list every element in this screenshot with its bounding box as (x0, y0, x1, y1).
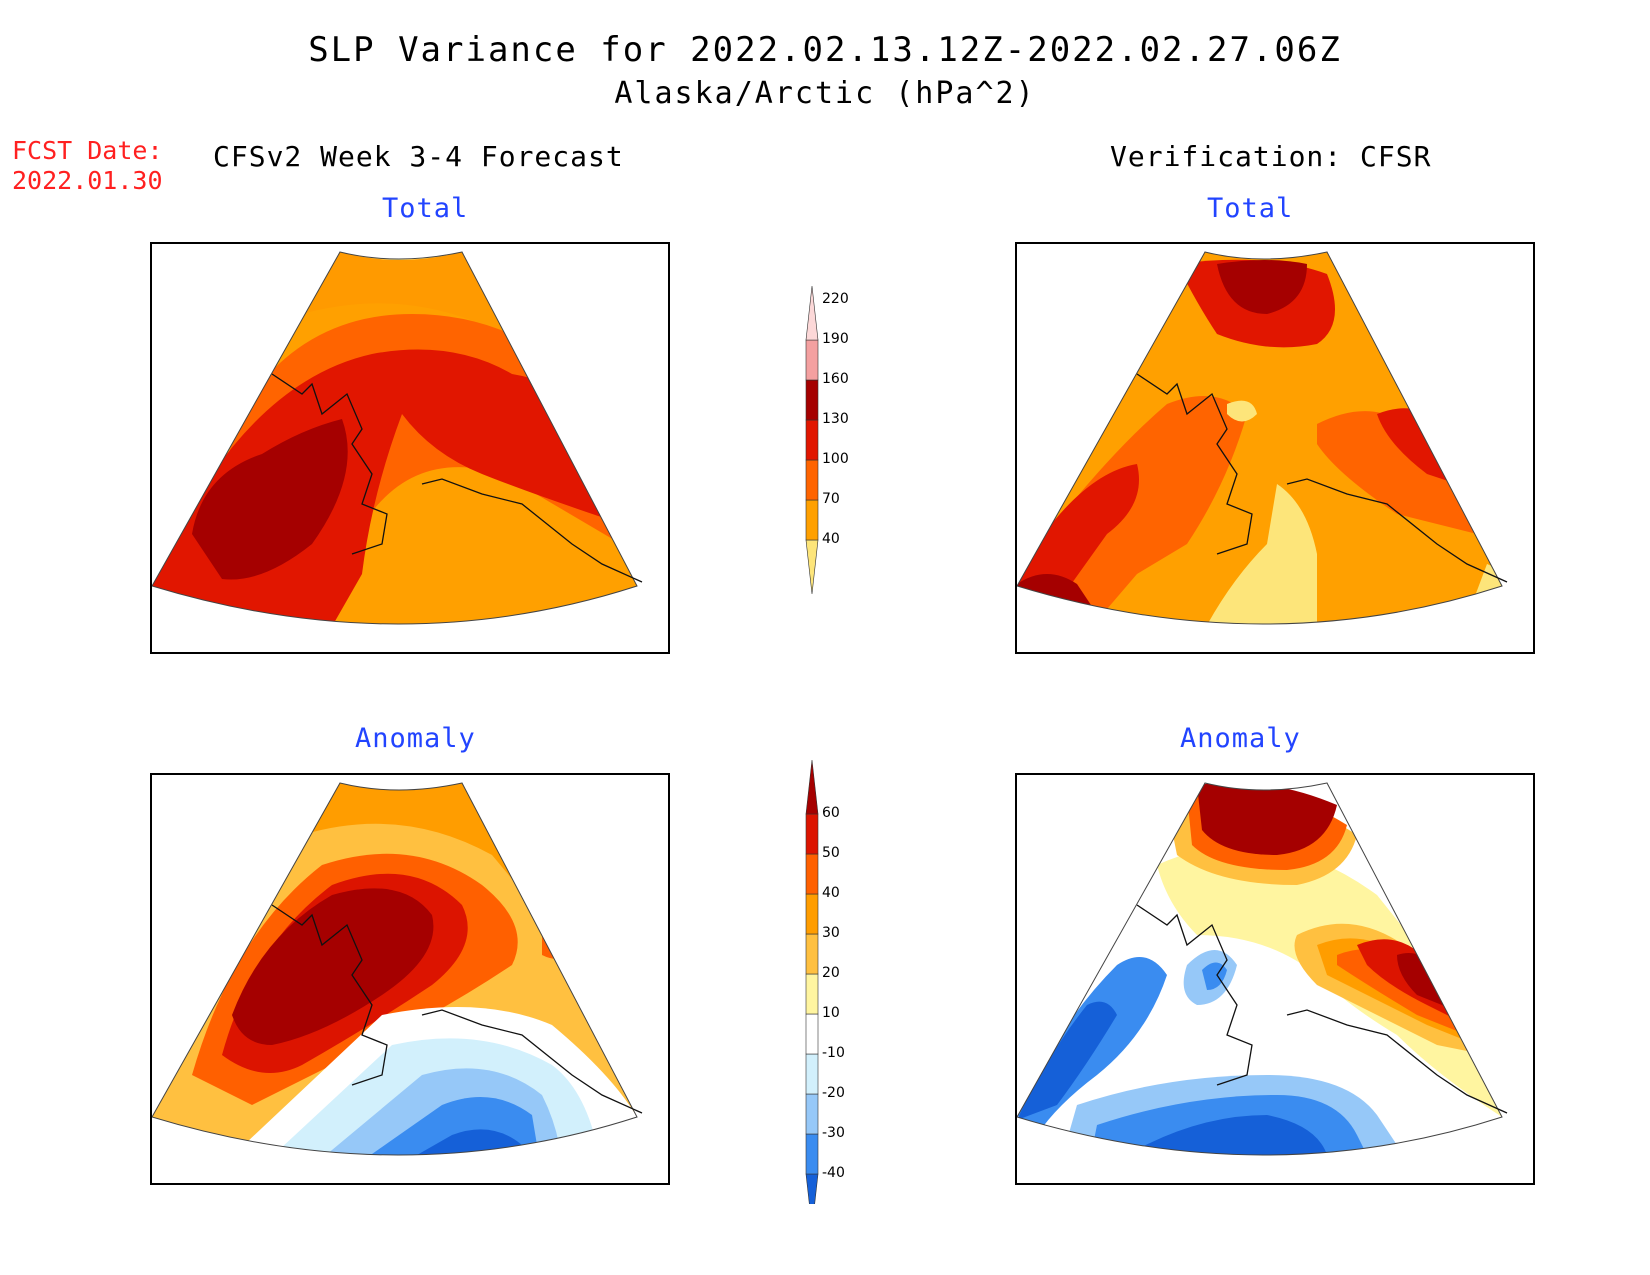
forecast-total-map (150, 242, 670, 654)
anomaly-colorbar-tick-label: -40 (822, 1165, 845, 1181)
anomaly-colorbar-tick-label: 30 (822, 925, 840, 941)
total-colorbar-swatch (805, 285, 819, 341)
anomaly-colorbar-swatches (805, 759, 819, 1229)
anomaly-colorbar-swatch (805, 759, 819, 815)
verification-anomaly-map (1015, 773, 1535, 1185)
total-colorbar-tick-label: 100 (822, 451, 849, 467)
anomaly-colorbar-tick-label: -20 (822, 1085, 845, 1101)
forecast-anomaly-map (150, 773, 670, 1185)
total-colorbar-swatch (805, 539, 819, 595)
anomaly-colorbar-swatch (805, 1053, 819, 1095)
anomaly-colorbar-swatch (805, 853, 819, 895)
total-colorbar-tick-label: 130 (822, 411, 849, 427)
anomaly-colorbar-swatch (805, 1173, 819, 1229)
forecast-total-subtitle: Total (382, 193, 469, 224)
anomaly-colorbar-swatch (805, 1093, 819, 1135)
total-colorbar-tick-label: 160 (822, 371, 849, 387)
total-colorbar-swatch (805, 499, 819, 541)
total-colorbar-tick-label: 40 (822, 531, 840, 547)
anomaly-colorbar-swatch (805, 1133, 819, 1175)
figure-title: SLP Variance for 2022.02.13.12Z-2022.02.… (308, 30, 1342, 70)
figure-subtitle: Alaska/Arctic (hPa^2) (614, 76, 1036, 111)
anomaly-colorbar-tick-label: 10 (822, 1005, 840, 1021)
anomaly-colorbar-tick-label: 40 (822, 885, 840, 901)
anomaly-colorbar-swatch (805, 933, 819, 975)
anomaly-colorbar-tick-label: 50 (822, 845, 840, 861)
total-colorbar-swatches (805, 285, 819, 595)
forecast-date-label: FCST Date: (12, 136, 163, 165)
anomaly-colorbar-tick-label: -10 (822, 1045, 845, 1061)
total-colorbar-swatch (805, 459, 819, 501)
forecast-column-heading: CFSv2 Week 3-4 Forecast (213, 140, 624, 173)
anomaly-colorbar-tick-label: 20 (822, 965, 840, 981)
total-colorbar-tick-label: 70 (822, 491, 840, 507)
forecast-date-value: 2022.01.30 (12, 166, 163, 195)
anomaly-colorbar-swatch (805, 1013, 819, 1055)
verification-total-map (1015, 242, 1535, 654)
verification-total-subtitle: Total (1207, 193, 1294, 224)
verification-anomaly-subtitle: Anomaly (1180, 723, 1301, 754)
total-colorbar-swatch (805, 379, 819, 421)
total-colorbar-tick-label: 190 (822, 331, 849, 347)
anomaly-colorbar-tick-label: 60 (822, 805, 840, 821)
total-colorbar-tick-label: 220 (822, 291, 849, 307)
anomaly-colorbar-swatch (805, 973, 819, 1015)
anomaly-colorbar-swatch (805, 893, 819, 935)
total-colorbar-swatch (805, 419, 819, 461)
verification-column-heading: Verification: CFSR (1110, 140, 1432, 173)
forecast-anomaly-subtitle: Anomaly (355, 723, 476, 754)
total-colorbar-swatch (805, 339, 819, 381)
total-colorbar: 40 70 100 130 160 190 220 (800, 284, 880, 614)
anomaly-colorbar-swatch (805, 813, 819, 855)
anomaly-colorbar-tick-label: -30 (822, 1125, 845, 1141)
anomaly-colorbar: -40 -30 -20 -10 10 20 30 40 50 60 (800, 758, 880, 1229)
